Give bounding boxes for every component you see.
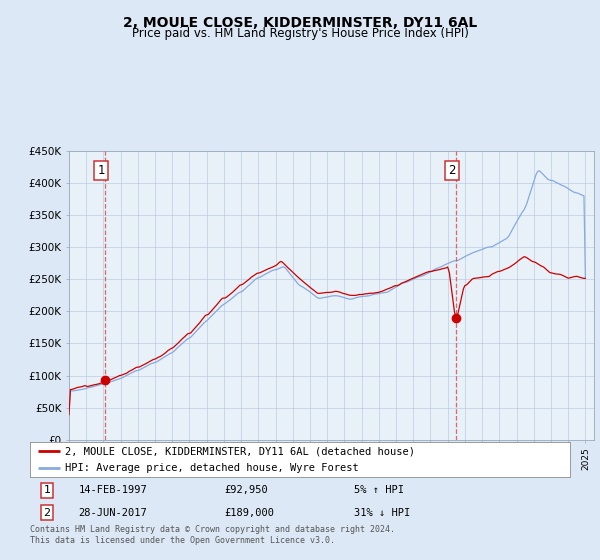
Text: 2, MOULE CLOSE, KIDDERMINSTER, DY11 6AL: 2, MOULE CLOSE, KIDDERMINSTER, DY11 6AL <box>123 16 477 30</box>
Text: 2: 2 <box>44 508 50 517</box>
Text: £189,000: £189,000 <box>224 508 274 517</box>
Text: 5% ↑ HPI: 5% ↑ HPI <box>354 486 404 496</box>
Text: 14-FEB-1997: 14-FEB-1997 <box>79 486 148 496</box>
Text: 28-JUN-2017: 28-JUN-2017 <box>79 508 148 517</box>
Text: Price paid vs. HM Land Registry's House Price Index (HPI): Price paid vs. HM Land Registry's House … <box>131 27 469 40</box>
Text: HPI: Average price, detached house, Wyre Forest: HPI: Average price, detached house, Wyre… <box>65 464 359 473</box>
Text: 1: 1 <box>44 486 50 496</box>
Text: 2: 2 <box>448 164 455 177</box>
Text: £92,950: £92,950 <box>224 486 268 496</box>
Text: 2, MOULE CLOSE, KIDDERMINSTER, DY11 6AL (detached house): 2, MOULE CLOSE, KIDDERMINSTER, DY11 6AL … <box>65 446 415 456</box>
Text: 31% ↓ HPI: 31% ↓ HPI <box>354 508 410 517</box>
Text: 1: 1 <box>97 164 105 177</box>
Text: Contains HM Land Registry data © Crown copyright and database right 2024.
This d: Contains HM Land Registry data © Crown c… <box>30 525 395 545</box>
